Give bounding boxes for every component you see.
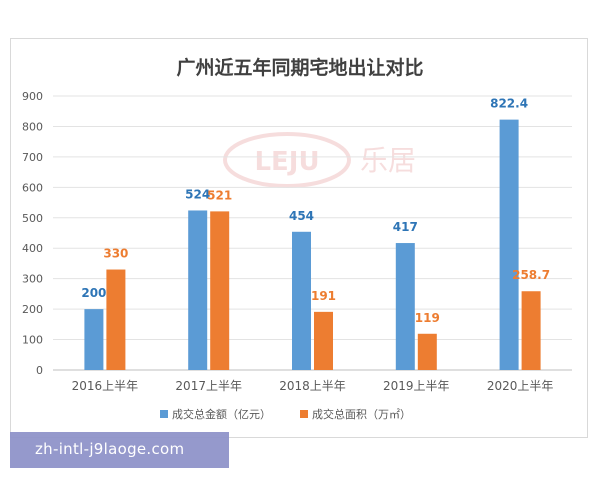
bar-area [106,269,126,370]
y-tick-label: 900 [22,90,43,103]
bar-area [210,211,230,370]
bar-area [314,311,333,370]
chart-title: 广州近五年同期宅地出让对比 [176,56,423,79]
y-tick-label: 300 [22,273,43,286]
bars [84,119,541,371]
y-tick-label: 0 [36,364,43,377]
x-tick-label: 2019上半年 [383,379,450,393]
data-label: 417 [393,220,418,234]
bar-amount [292,231,311,370]
y-tick-label: 700 [22,151,43,164]
y-tick-label: 400 [22,242,43,255]
y-tick-label: 200 [22,303,43,316]
y-tick-label: 800 [22,120,43,133]
data-label: 191 [311,289,336,303]
legend-label: 成交总面积（万㎡） [312,407,411,421]
data-label: 258.7 [512,268,550,282]
x-tick-label: 2016上半年 [72,379,139,393]
bar-amount [395,243,415,370]
data-label: 330 [103,247,128,261]
bar-amount [499,119,519,371]
svg-text:乐居: 乐居 [360,144,416,177]
legend-swatch [160,410,168,418]
bar-amount [84,309,104,370]
legend-label: 成交总金额（亿元） [172,407,271,421]
x-tick-label: 2020上半年 [487,379,554,393]
legend: 成交总金额（亿元） 成交总面积（万㎡） [160,407,411,421]
x-tick-label: 2018上半年 [279,379,346,393]
x-tick-label: 2017上半年 [175,379,242,393]
x-axis: 2016上半年 2017上半年 2018上半年 2019上半年 2020上半年 [72,379,554,393]
data-label: 524 [185,187,210,201]
data-label: 822.4 [490,97,528,111]
svg-text:LEJU: LEJU [254,147,319,177]
data-label: 521 [207,188,232,202]
y-tick-label: 100 [22,334,43,347]
gridlines [53,95,572,371]
y-tick-label: 600 [22,181,43,194]
url-text: zh-intl-j9laoge.com [35,440,185,458]
y-tick-label: 500 [22,212,43,225]
data-label: 454 [289,209,314,223]
y-axis: 0 100 200 300 400 500 600 700 800 900 [22,90,43,377]
url-banner [10,432,229,468]
leju-watermark: LEJU 乐居 [223,132,416,188]
data-label: 200 [81,286,106,300]
legend-swatch [300,410,308,418]
bar-amount [188,210,208,370]
bar-area [521,291,541,370]
bar-area [417,333,437,370]
data-label: 119 [415,311,440,325]
